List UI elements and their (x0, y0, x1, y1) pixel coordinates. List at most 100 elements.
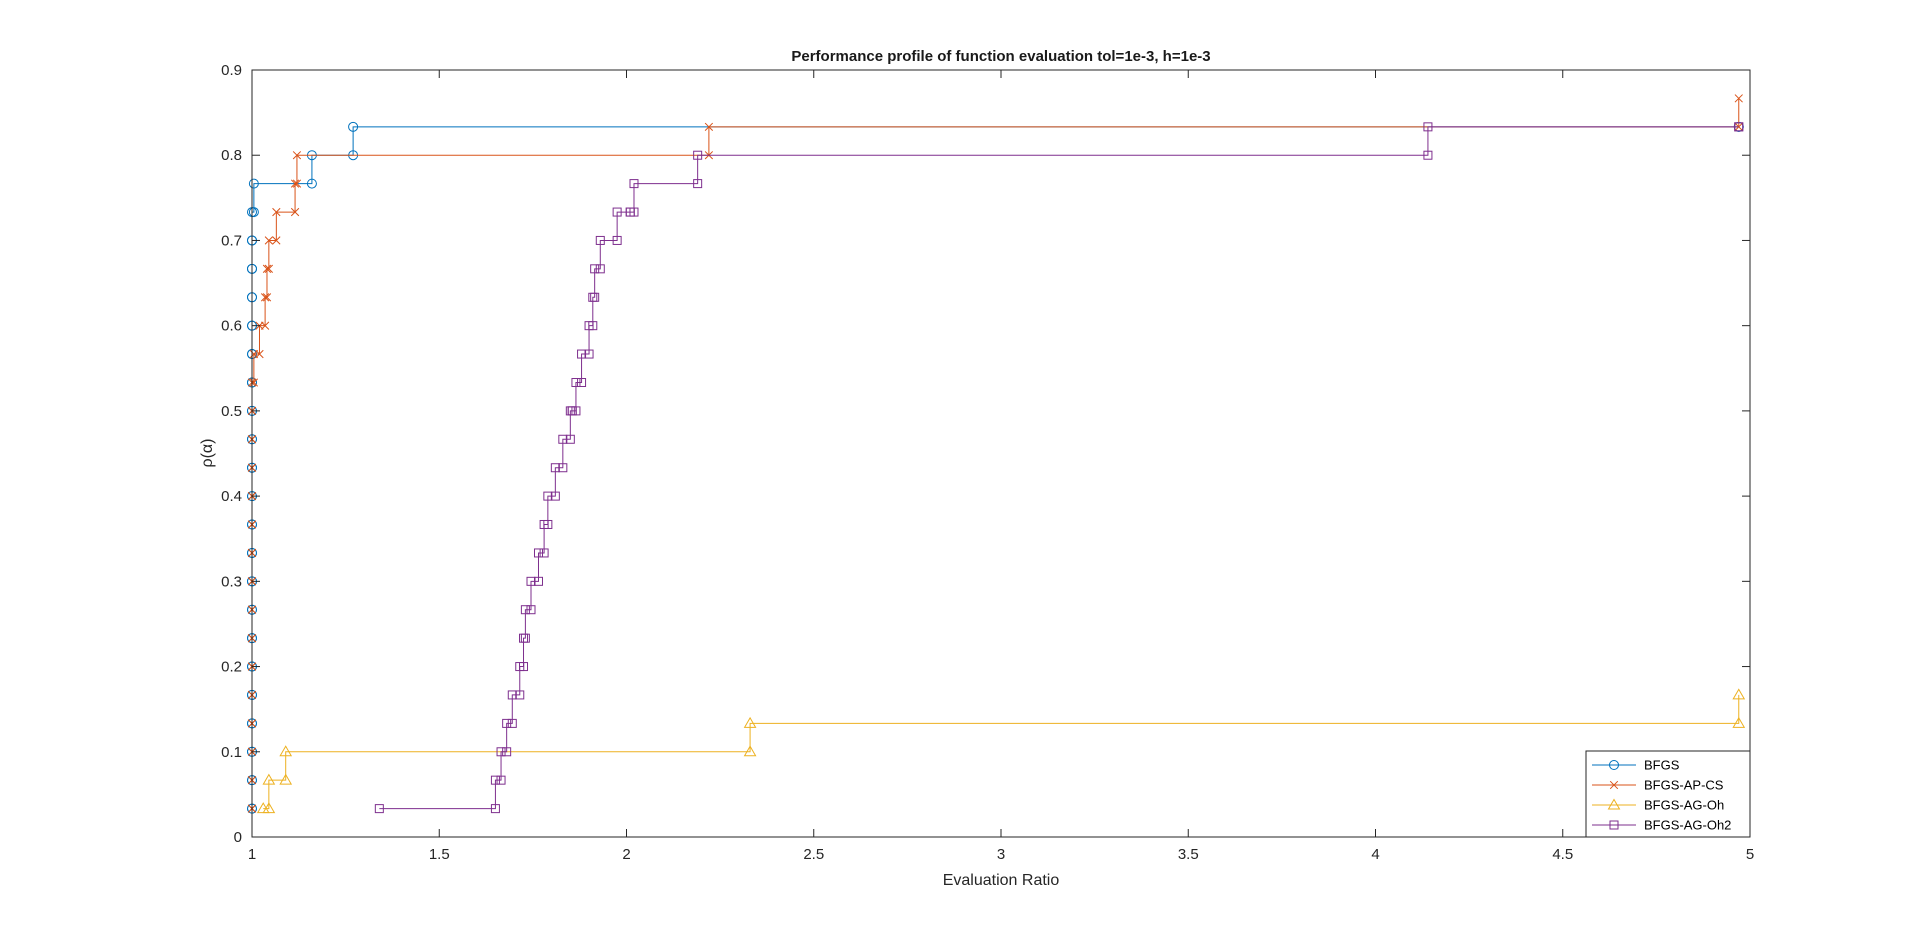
data-point-bfgs-ap-cs (272, 207, 281, 217)
data-point-bfgs-ag-oh (262, 773, 276, 785)
data-point-bfgs-ag-oh2 (490, 775, 500, 785)
data-point-bfgs-ap-cs (290, 179, 300, 188)
data-point-bfgs-ag-oh2 (507, 690, 517, 700)
data-point-bfgs-ag-oh2 (550, 491, 560, 501)
data-point-bfgs-ag-oh2 (590, 264, 600, 274)
data-point-bfgs (306, 178, 317, 189)
data-point-bfgs-ag-oh2 (558, 434, 568, 444)
data-point-bfgs-ap-cs (1734, 94, 1743, 103)
data-point-bfgs-ap-cs (292, 179, 302, 188)
data-point-bfgs-ag-oh2 (590, 292, 600, 302)
data-point-bfgs-ag-oh (1732, 688, 1746, 700)
data-point-bfgs-ag-oh2 (533, 548, 543, 558)
data-point-bfgs-ap-cs (290, 207, 300, 217)
data-point-bfgs-ag-oh2 (374, 804, 384, 814)
data-point-bfgs-ag-oh2 (539, 548, 549, 558)
data-point-bfgs-ag-oh (743, 716, 757, 728)
series-bfgs-ag-oh (256, 688, 1746, 814)
chart-title: Performance profile of function evaluati… (791, 48, 1210, 65)
y-tick-label: 0.9 (221, 62, 242, 79)
data-point-bfgs-ap-cs (262, 264, 272, 273)
data-point-bfgs-ag-oh2 (693, 150, 703, 160)
data-point-bfgs-ag-oh (279, 773, 293, 785)
data-point-bfgs-ag-oh2 (629, 207, 639, 217)
legend-item-bfgs-ag-oh2: BFGS-AG-Oh2 (1592, 818, 1731, 833)
legend-item-bfgs-ap-cs: BFGS-AP-CS (1592, 778, 1724, 793)
data-point-bfgs-ag-oh2 (519, 662, 529, 672)
data-point-bfgs-ag-oh2 (595, 235, 605, 245)
legend-label: BFGS-AG-Oh (1644, 798, 1724, 813)
data-point-bfgs-ag-oh2 (595, 264, 605, 274)
data-point-bfgs-ag-oh2 (520, 633, 530, 643)
data-point-bfgs-ag-oh2 (558, 463, 568, 473)
data-point-bfgs-ap-cs (260, 293, 270, 302)
data-point-bfgs-ap-cs (264, 264, 274, 273)
data-point-bfgs-ap-cs (292, 151, 302, 160)
data-point-bfgs-ap-cs (255, 349, 264, 359)
legend-marker (1607, 798, 1621, 810)
data-point-bfgs-ag-oh2 (533, 576, 543, 586)
x-tick-label: 3.5 (1178, 846, 1199, 863)
legend-marker (1609, 760, 1619, 770)
data-point-bfgs-ag-oh2 (1423, 150, 1433, 160)
data-point-bfgs (348, 121, 359, 132)
data-point-bfgs-ag-oh2 (496, 747, 506, 757)
data-point-bfgs-ag-oh2 (693, 179, 703, 189)
data-point-bfgs (248, 207, 259, 218)
data-point-bfgs-ag-oh2 (629, 179, 639, 189)
data-point-bfgs-ag-oh2 (565, 434, 575, 444)
y-tick-label: 0.4 (221, 488, 242, 505)
data-point-bfgs-ag-oh2 (526, 576, 536, 586)
y-tick-label: 0.7 (221, 232, 242, 249)
data-point-bfgs-ag-oh2 (496, 775, 506, 785)
data-point-bfgs-ag-oh2 (543, 491, 553, 501)
legend-label: BFGS (1644, 758, 1680, 773)
x-axis-label: Evaluation Ratio (943, 872, 1060, 889)
x-tick-label: 3 (997, 846, 1005, 863)
data-point-bfgs-ag-oh2 (588, 321, 598, 331)
data-point-bfgs-ag-oh (1732, 716, 1746, 728)
data-point-bfgs-ag-oh2 (1423, 122, 1433, 132)
y-axis-label: ρ(α) (199, 438, 216, 467)
data-point-bfgs-ag-oh2 (612, 235, 622, 245)
data-point-bfgs-ap-cs (272, 236, 281, 245)
data-point-bfgs-ag-oh (279, 745, 293, 757)
data-point-bfgs-ag-oh2 (526, 605, 536, 615)
legend-item-bfgs: BFGS (1592, 758, 1680, 773)
data-point-bfgs (248, 178, 259, 189)
data-point-bfgs-ag-oh2 (1734, 122, 1744, 132)
x-tick-label: 2 (622, 846, 630, 863)
series-bfgs-ag-oh2 (374, 122, 1744, 814)
data-point-bfgs-ag-oh2 (612, 207, 622, 217)
data-point-bfgs-ag-oh (262, 802, 276, 814)
legend-marker (1609, 780, 1619, 790)
data-point-bfgs-ap-cs (262, 293, 272, 302)
ticks-layer: 1 1.5 2 2.5 3 3.5 4 4.5 5 0 0.1 0.2 0.3 0.4 0.5 0.6 0.7 0… (221, 62, 1754, 863)
legend-label: BFGS-AP-CS (1644, 778, 1724, 793)
legend-item-bfgs-ag-oh: BFGS-AG-Oh (1592, 798, 1724, 813)
data-point-bfgs-ap-cs (260, 321, 270, 330)
data-point-bfgs-ap-cs (264, 236, 274, 245)
y-tick-label: 0.6 (221, 318, 242, 335)
data-point-bfgs-ag-oh2 (507, 718, 517, 728)
data-point-bfgs-ag-oh2 (550, 463, 560, 473)
x-tick-label: 4 (1371, 846, 1379, 863)
legend-marker (1609, 820, 1619, 830)
y-tick-label: 0.5 (221, 403, 242, 420)
legend-label: BFGS-AG-Oh2 (1644, 818, 1731, 833)
data-point-bfgs-ap-cs (704, 122, 714, 131)
data-point-bfgs-ag-oh2 (502, 747, 512, 757)
data-point-bfgs-ag-oh2 (502, 718, 512, 728)
plot-area (252, 70, 1750, 837)
y-tick-label: 0.8 (221, 147, 242, 164)
data-point-bfgs-ag-oh2 (571, 406, 581, 416)
data-point-bfgs-ag-oh2 (584, 349, 594, 359)
data-point-bfgs-ag-oh2 (577, 378, 587, 388)
y-tick-label: 0.1 (221, 744, 242, 761)
x-tick-label: 1.5 (429, 846, 450, 863)
x-tick-label: 5 (1746, 846, 1754, 863)
data-point-bfgs-ag-oh2 (515, 690, 525, 700)
data-point-bfgs-ag-oh (743, 745, 757, 757)
legend: BFGS BFGS-AP-CS BFGS-AG-Oh BFGS-AG-Oh2 (1585, 750, 1751, 838)
